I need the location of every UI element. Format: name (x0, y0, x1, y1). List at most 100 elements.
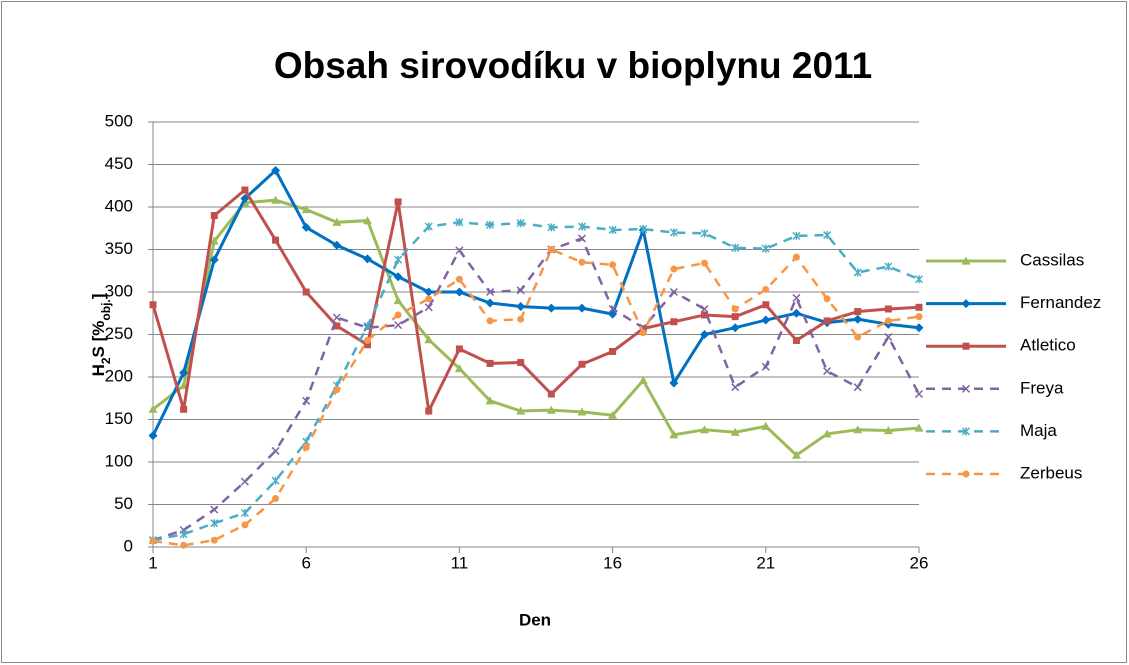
series-line (152, 221, 920, 542)
marker (180, 541, 188, 549)
marker (577, 303, 587, 313)
y-tick-label: 250 (105, 324, 133, 343)
marker (516, 301, 526, 311)
marker (823, 231, 832, 240)
marker (608, 304, 617, 314)
y-tick-label: 450 (105, 154, 133, 173)
marker (272, 495, 280, 503)
marker (209, 236, 219, 245)
marker (608, 410, 618, 419)
marker (792, 253, 800, 261)
marker (884, 305, 892, 313)
marker (669, 228, 678, 237)
y-axis-title-part: S [% (89, 321, 108, 358)
marker (731, 305, 739, 313)
marker (148, 404, 158, 413)
marker (700, 330, 710, 339)
marker (730, 427, 740, 436)
marker (485, 396, 495, 405)
marker (302, 396, 311, 405)
marker (884, 317, 892, 325)
marker (962, 342, 970, 350)
marker (761, 362, 770, 371)
marker (761, 315, 771, 325)
marker (961, 384, 971, 393)
marker (179, 530, 188, 539)
marker (271, 165, 281, 175)
marker (854, 308, 862, 316)
x-tick-label: 6 (301, 553, 310, 572)
marker (485, 298, 495, 308)
marker (271, 195, 281, 204)
series-line (152, 236, 921, 542)
marker (516, 219, 525, 228)
marker (791, 450, 801, 459)
marker (455, 246, 464, 255)
series-line (152, 198, 920, 458)
marker (301, 205, 311, 214)
marker (516, 406, 526, 415)
marker (762, 301, 770, 309)
marker (792, 336, 800, 344)
marker (486, 317, 494, 325)
marker (455, 345, 463, 353)
marker (241, 521, 249, 529)
marker (363, 321, 372, 331)
x-tick-label: 26 (910, 553, 929, 572)
marker (486, 220, 495, 229)
series-line (151, 168, 920, 437)
marker (578, 258, 586, 266)
marker (332, 240, 342, 250)
marker (394, 198, 402, 206)
marker (333, 386, 341, 394)
marker (210, 536, 218, 544)
marker (547, 390, 555, 398)
marker (486, 359, 494, 367)
marker (883, 426, 893, 435)
series-line (151, 187, 920, 416)
marker (884, 262, 893, 271)
marker (670, 265, 678, 273)
x-tick-label: 21 (756, 553, 775, 572)
x-tick-label: 11 (451, 553, 469, 572)
y-axis-title-part: obj. (99, 299, 113, 320)
y-tick-label: 100 (105, 451, 133, 470)
marker (577, 234, 586, 243)
marker (424, 303, 433, 312)
marker (149, 301, 157, 309)
marker (394, 321, 403, 330)
marker (425, 407, 433, 415)
y-tick-label: 400 (105, 196, 133, 215)
marker (914, 323, 924, 333)
legend-label: Atletico (1020, 336, 1076, 355)
marker (609, 348, 617, 355)
marker (424, 287, 434, 297)
marker (962, 470, 970, 478)
marker (853, 314, 863, 324)
marker (517, 359, 525, 367)
marker (179, 368, 189, 378)
marker (455, 218, 464, 227)
y-axis-title: H2S [%obj.] (89, 294, 113, 377)
marker (210, 212, 218, 219)
y-tick-label: 0 (124, 536, 133, 555)
marker (700, 229, 709, 238)
marker (393, 272, 403, 282)
marker (761, 421, 771, 430)
marker (210, 505, 219, 514)
marker (823, 295, 831, 303)
x-axis-title: Den (519, 610, 551, 629)
marker (669, 287, 678, 297)
marker (454, 364, 464, 373)
marker (915, 303, 923, 311)
y-axis-title-part: 2 (99, 357, 113, 364)
y-tick-label: 200 (105, 366, 133, 385)
marker (669, 430, 679, 439)
marker (854, 333, 862, 341)
marker (455, 275, 463, 283)
x-tick-label: 1 (148, 553, 157, 572)
marker (486, 287, 495, 297)
chart-title: Obsah sirovodíku v bioplynu 2011 (274, 45, 872, 86)
marker (961, 427, 971, 436)
marker (362, 254, 372, 264)
